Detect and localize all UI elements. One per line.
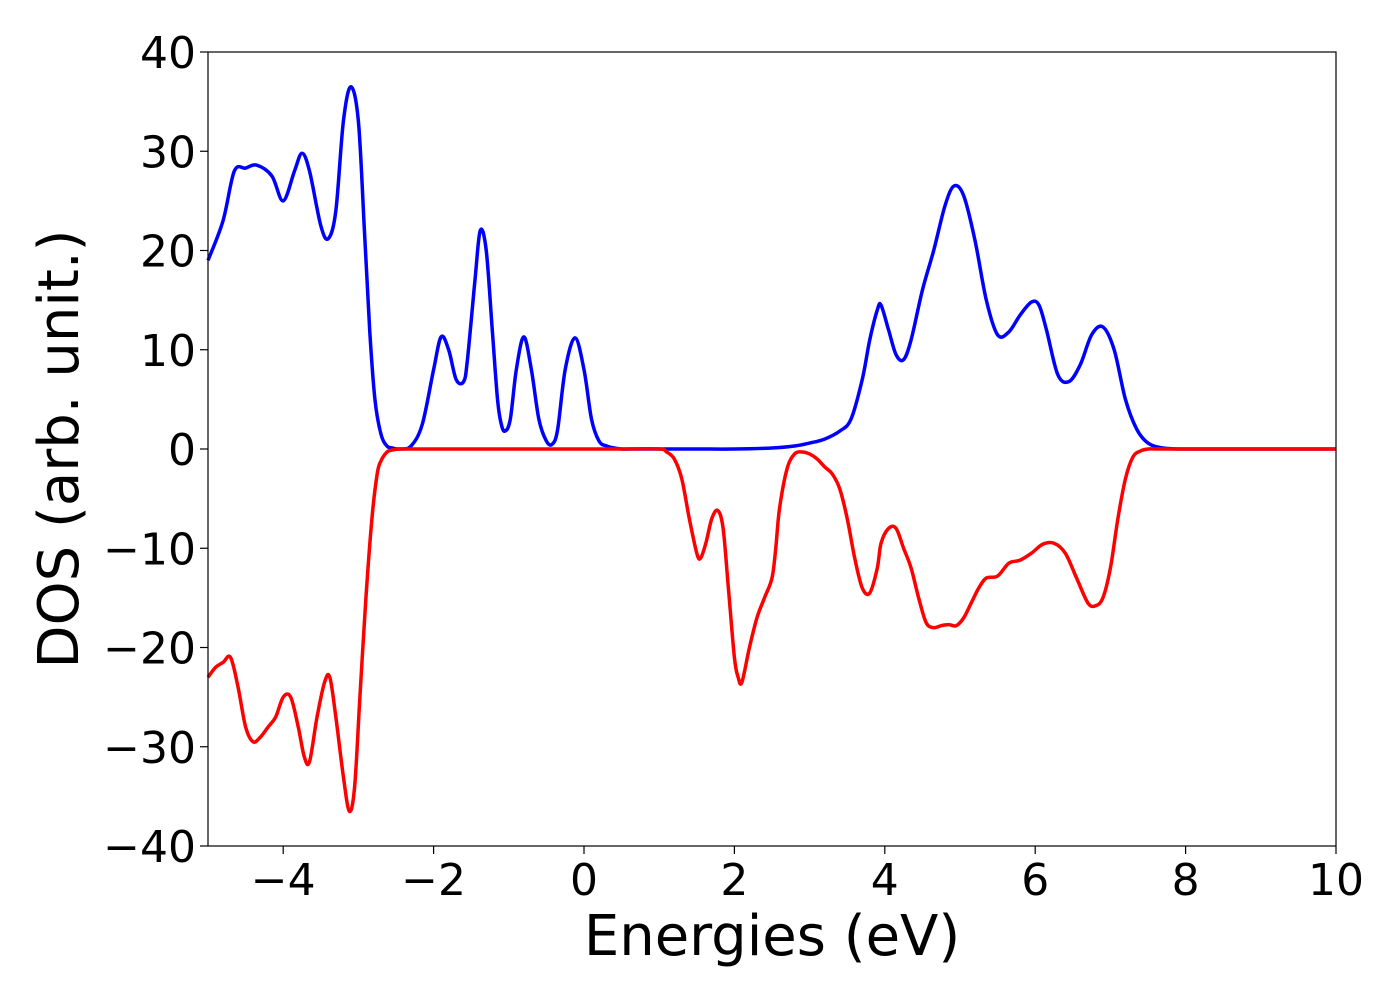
y-tick-label: 10 <box>140 326 196 377</box>
series-line-1 <box>206 84 1336 451</box>
x-tick-label: 0 <box>570 855 598 906</box>
y-tick-label: 0 <box>168 425 196 476</box>
x-tick-label: 4 <box>871 855 899 906</box>
y-tick-label: 30 <box>140 127 196 178</box>
x-axis-title: Energies (eV) <box>584 904 960 969</box>
series-line-2 <box>206 447 1336 814</box>
y-axis-ticks: −40 −30 −20 −10 0 10 20 30 40 <box>103 28 208 873</box>
x-tick-label: 6 <box>1021 855 1049 906</box>
x-tick-label: 2 <box>720 855 748 906</box>
x-tick-label: 10 <box>1308 855 1364 906</box>
y-tick-label: 40 <box>140 28 196 79</box>
y-tick-label: 20 <box>140 227 196 278</box>
x-tick-label: −4 <box>251 855 316 906</box>
x-tick-label: 8 <box>1172 855 1200 906</box>
y-tick-label: −20 <box>103 624 196 675</box>
y-axis-title: DOS (arb. unit.) <box>27 229 92 668</box>
y-tick-label: −30 <box>103 723 196 774</box>
series-layer <box>206 84 1336 814</box>
y-tick-label: −10 <box>103 524 196 575</box>
y-tick-label: −40 <box>103 822 196 873</box>
x-tick-label: −2 <box>401 855 466 906</box>
x-axis-ticks: −4 −2 0 2 4 6 8 10 <box>251 846 1364 906</box>
